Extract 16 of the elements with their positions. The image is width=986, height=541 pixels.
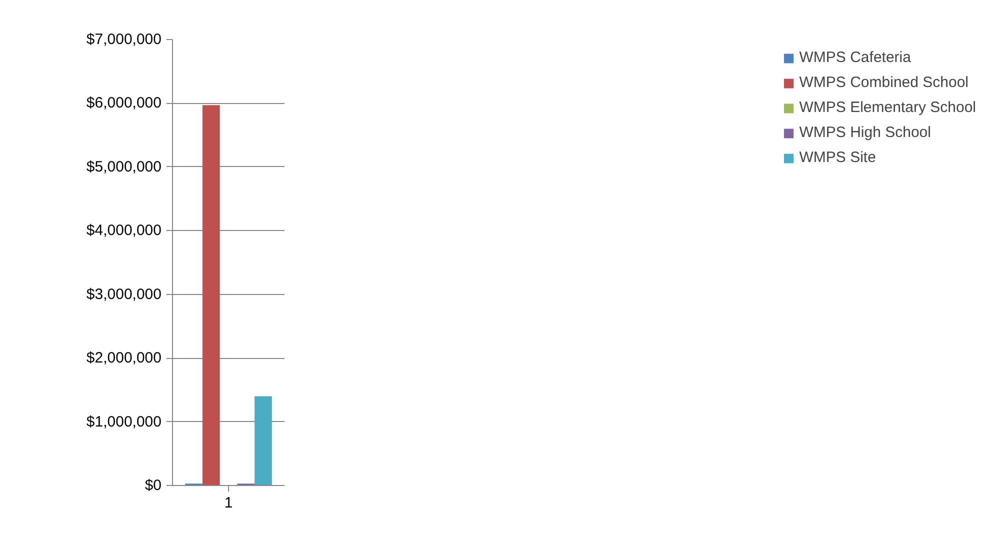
y-tick-label: $0: [144, 477, 162, 494]
y-tick-label: $6,000,000: [86, 94, 162, 112]
legend-label: WMPS Cafeteria: [799, 49, 911, 66]
legend-label: WMPS Elementary School: [799, 99, 976, 116]
y-tick-label: $1,000,000: [86, 413, 162, 430]
legend-label: WMPS High School: [799, 124, 931, 141]
legend-label: WMPS Combined School: [799, 74, 968, 91]
y-tick-label: $4,000,000: [86, 222, 162, 240]
y-tick-label: $3,000,000: [86, 286, 162, 303]
bar: [202, 105, 220, 486]
legend-label: WMPS Site: [799, 149, 876, 166]
bar: [254, 396, 272, 486]
y-tick-label: $5,000,000: [86, 158, 162, 176]
x-tick-label: 1: [224, 494, 233, 512]
y-tick-label: $7,000,000: [86, 31, 162, 48]
y-tick-label: $2,000,000: [86, 350, 162, 367]
